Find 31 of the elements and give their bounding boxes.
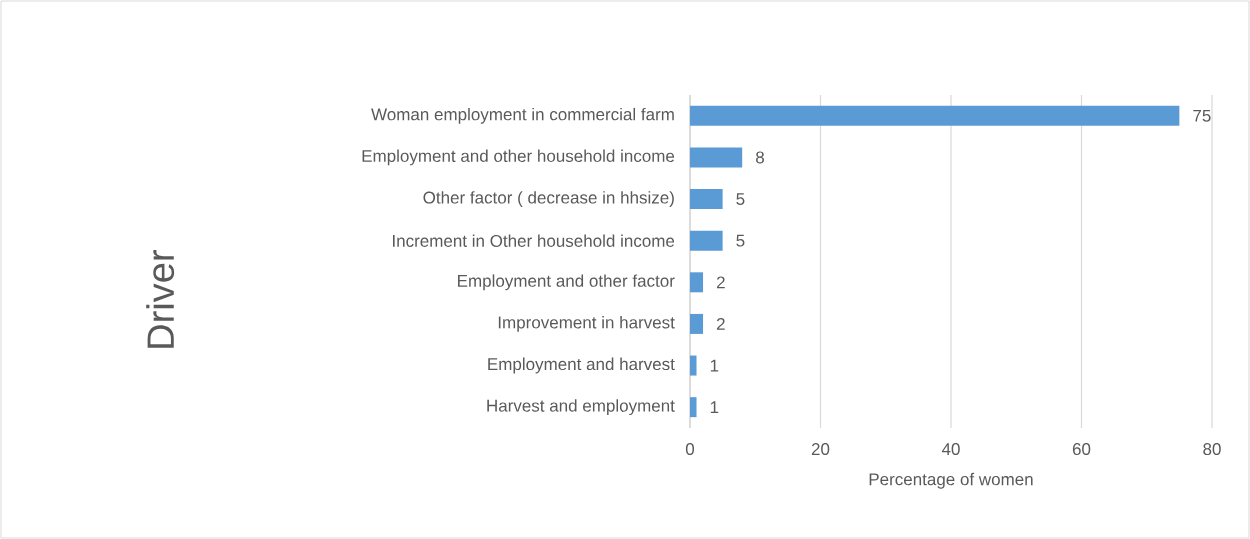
y-tick-label: Employment and other household income: [362, 149, 675, 166]
data-label: 1: [710, 401, 719, 414]
bar: [689, 272, 704, 293]
data-label: 5: [736, 234, 745, 247]
bar: [689, 355, 697, 376]
y-tick-label: Employment and other factor: [458, 274, 675, 291]
x-tick-label: 60: [1072, 443, 1091, 456]
bar: [689, 105, 1180, 126]
y-axis-title: Driver: [146, 250, 175, 348]
data-label: 2: [716, 318, 725, 330]
bar: [689, 230, 723, 251]
data-label: 8: [756, 151, 764, 164]
bar: [689, 397, 697, 418]
y-tick-label: Woman employment in commercial farm: [371, 107, 674, 124]
y-tick-label: Other factor ( decrease in hhsize): [423, 191, 674, 207]
data-label: 2: [716, 276, 725, 289]
x-tick-label: 80: [1203, 443, 1221, 456]
data-label: 5: [736, 193, 745, 205]
y-tick-label: Employment and harvest: [488, 357, 675, 374]
x-tick-label: 20: [811, 443, 830, 456]
y-tick-label: Increment in Other household income: [393, 234, 675, 247]
x-tick-label: 0: [685, 443, 695, 456]
x-axis-title: Percentage of women: [869, 472, 1033, 489]
data-label: 75: [1193, 109, 1211, 122]
y-tick-label: Improvement in harvest: [498, 316, 675, 332]
bar: [689, 313, 704, 334]
x-tick-label: 40: [941, 443, 960, 456]
data-label: 1: [710, 359, 719, 372]
bar: [689, 147, 743, 168]
y-tick-label: Harvest and employment: [487, 399, 675, 416]
bar: [689, 189, 723, 210]
